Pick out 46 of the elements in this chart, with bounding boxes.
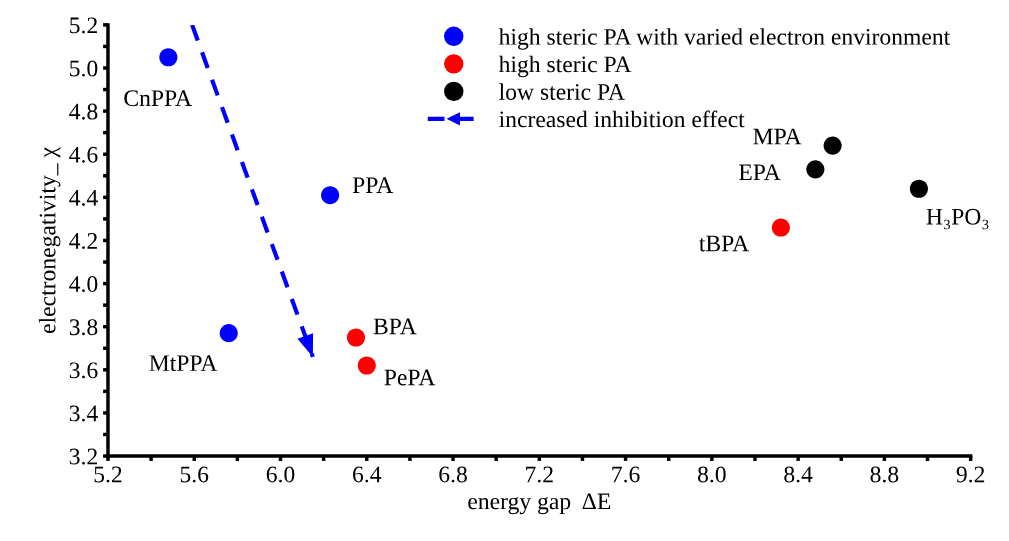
- x-tick-label: 8.8: [870, 466, 899, 483]
- y-tick-label: 3.4: [69, 405, 98, 422]
- legend-label: high steric PA: [498, 55, 632, 78]
- point: [823, 136, 842, 155]
- annotation: tBPA: [699, 235, 750, 252]
- annotation: BPA: [373, 318, 417, 335]
- y-tick-label: 3.2: [69, 448, 97, 465]
- annotation: EPA: [739, 164, 781, 181]
- point: [357, 356, 376, 375]
- x-tick-label: 8.4: [784, 466, 813, 483]
- x-tick-label: 5.6: [180, 466, 209, 483]
- legend-label: increased inhibition effect: [499, 110, 745, 128]
- y-tick-label: 5.2: [70, 17, 97, 34]
- x-tick-label: 6.8: [439, 466, 467, 483]
- legend-label: high steric PA with varied electron environment: [498, 28, 951, 50]
- point: [346, 328, 366, 347]
- point: [806, 160, 825, 179]
- annotation: CnPPA: [124, 90, 192, 107]
- y-axis-title: electronegativity_ χ: [38, 147, 61, 333]
- y-tick-label: 3.8: [69, 319, 98, 336]
- annotation: PPA: [352, 177, 394, 193]
- annotation: MtPPA: [149, 355, 218, 372]
- x-tick-label: 9.2: [956, 466, 985, 483]
- point: [771, 218, 790, 237]
- x-tick-label: 5.2: [94, 466, 122, 483]
- y-tick-label: 4.6: [69, 146, 98, 163]
- y-tick-label: 3.6: [69, 362, 98, 379]
- x-tick-label: 6.0: [266, 466, 295, 483]
- annotation: MPA: [753, 128, 802, 145]
- annotation: H₃PO₃: [926, 208, 989, 230]
- x-tick-label: 8.0: [697, 466, 726, 483]
- point: [159, 48, 178, 67]
- point: [321, 186, 340, 205]
- x-tick-label: 6.4: [353, 466, 382, 483]
- legend-label: low steric PA: [499, 83, 625, 100]
- y-tick-label: 4.0: [69, 276, 98, 293]
- x-tick-label: 7.2: [526, 466, 553, 483]
- x-axis-title: energy gap ΔE: [468, 493, 611, 515]
- annotation: PePA: [384, 369, 436, 386]
- y-tick-label: 4.4: [69, 190, 98, 206]
- x-tick-label: 7.6: [612, 466, 640, 483]
- point: [909, 179, 928, 198]
- y-tick-label: 4.2: [69, 233, 97, 249]
- y-tick-label: 4.8: [69, 103, 98, 120]
- y-tick-label: 5.0: [70, 60, 98, 77]
- point: [219, 324, 238, 343]
